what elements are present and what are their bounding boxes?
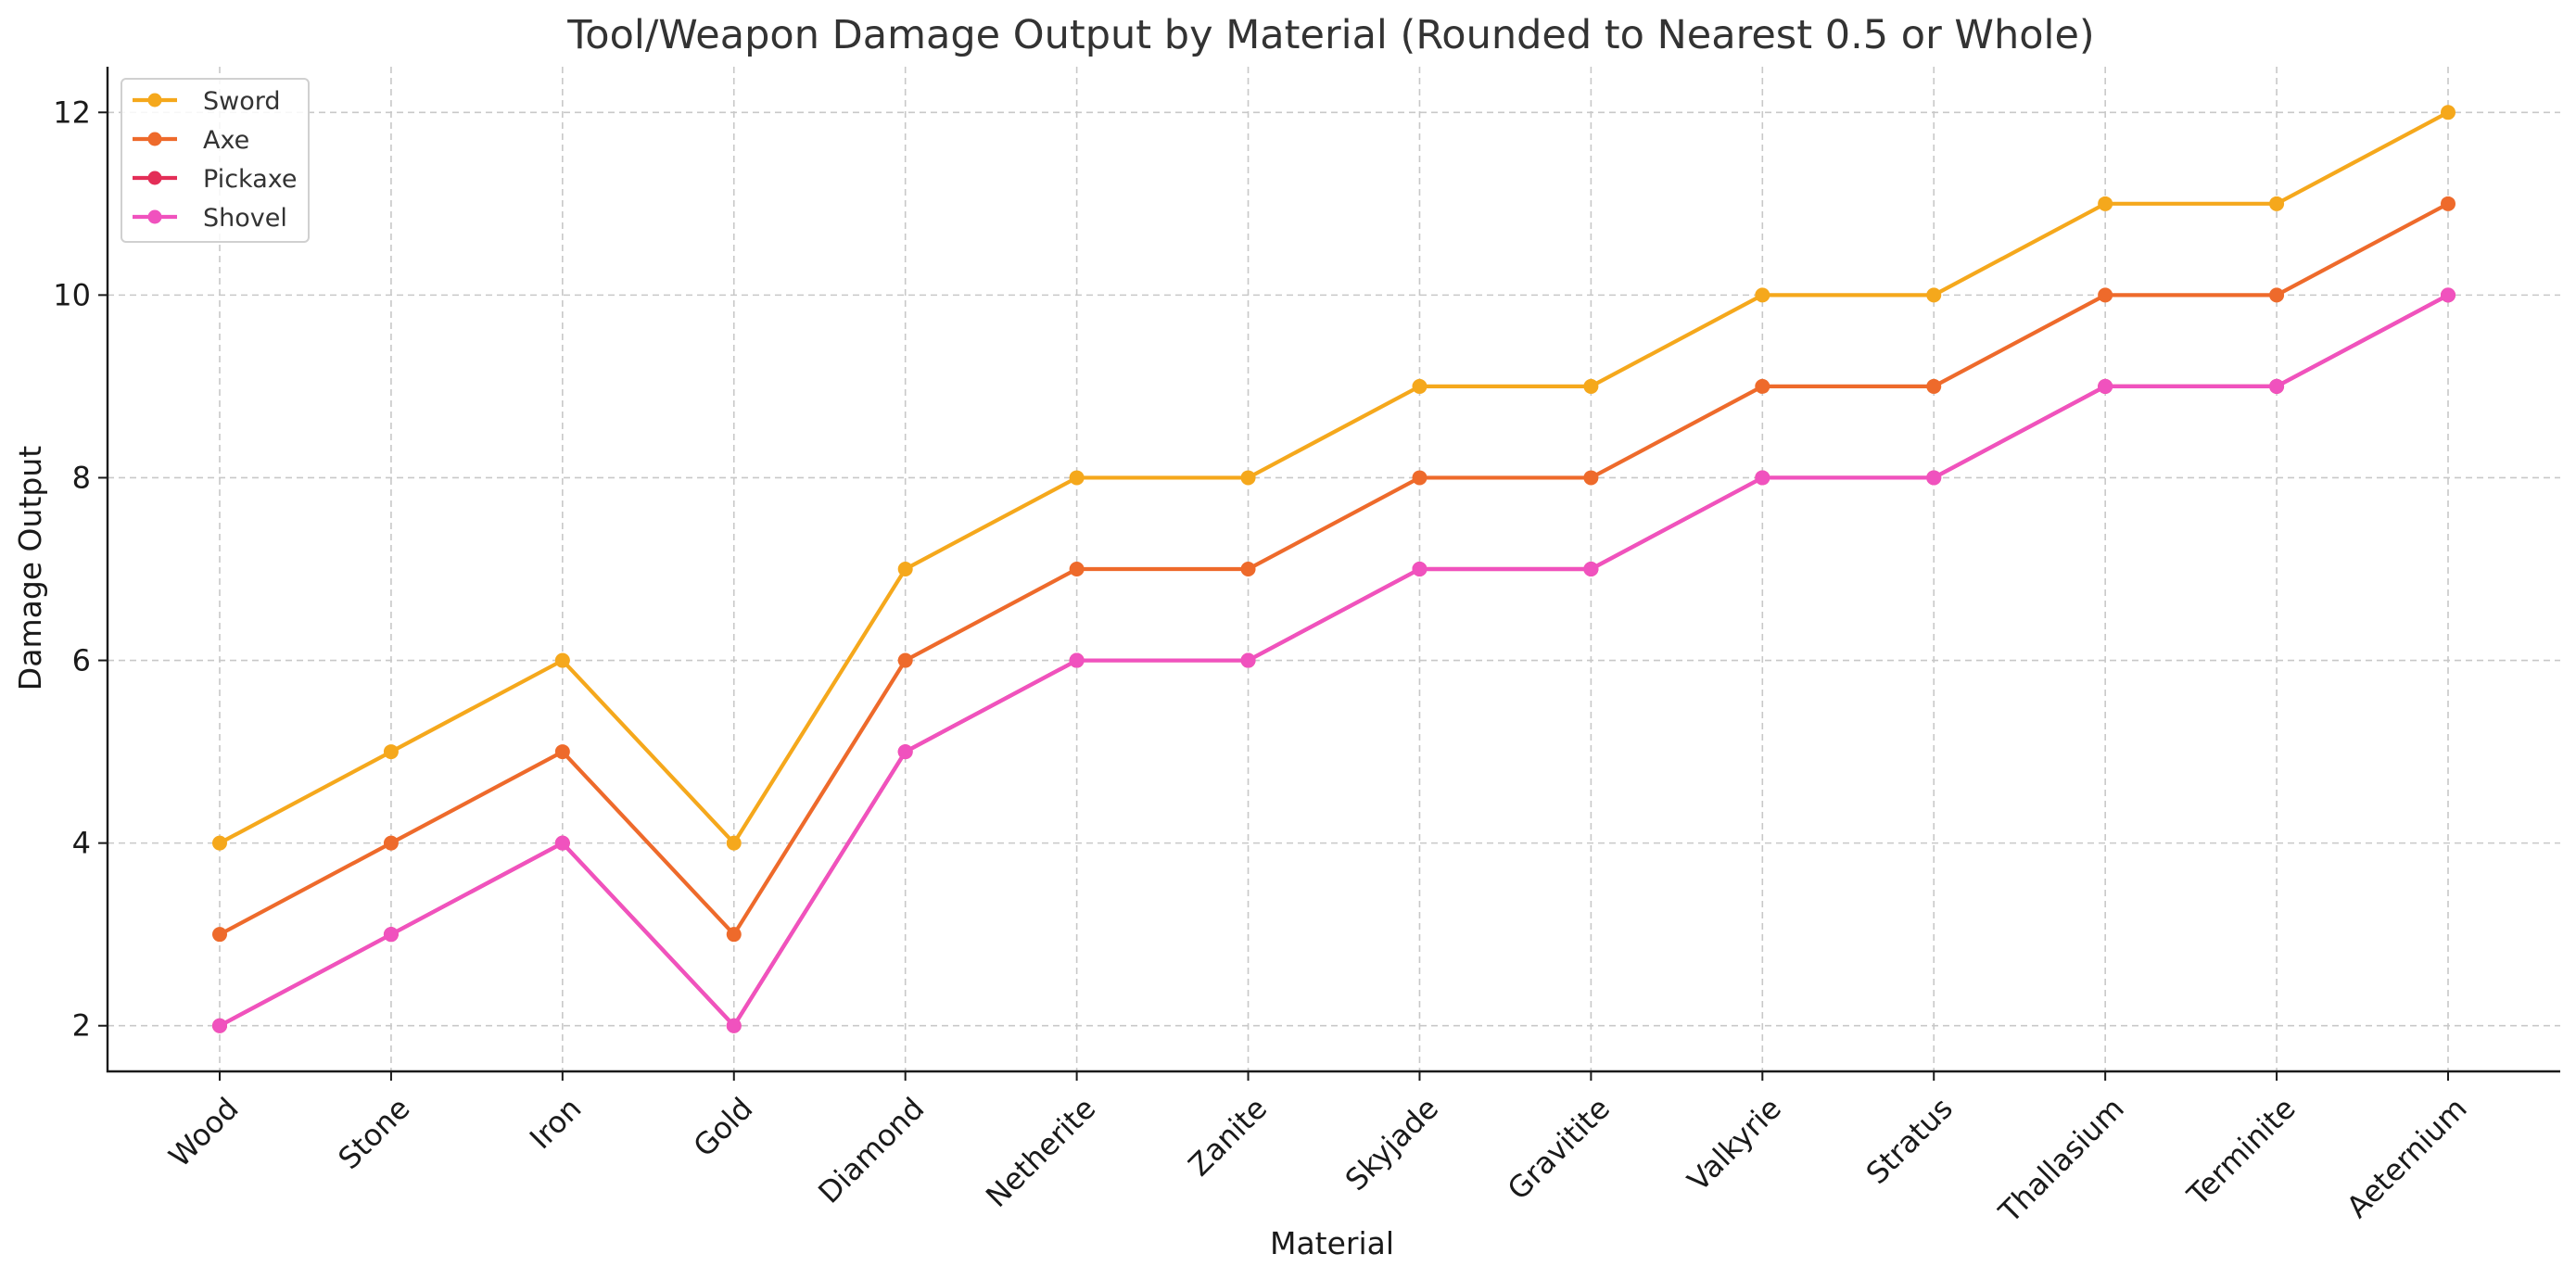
axis-spines: [106, 67, 2560, 1073]
data-point-sword: [1069, 470, 1085, 486]
data-point-shovel: [1926, 470, 1942, 486]
x-tick-label: Wood: [162, 1091, 246, 1174]
data-point-axe: [1755, 378, 1770, 394]
x-tick-label: Terminite: [2180, 1091, 2303, 1213]
legend-swatch-marker: [147, 171, 162, 185]
x-axis-label: Material: [1270, 1225, 1394, 1261]
legend: Sword Axe Pickaxe Shovel: [121, 78, 310, 243]
y-tick-label: 4: [72, 826, 91, 861]
data-point-sword: [383, 744, 399, 760]
series-line-axe: [219, 201, 2449, 937]
x-tick-label: Gravitite: [1501, 1091, 1617, 1207]
data-point-sword: [2441, 105, 2455, 120]
data-point-axe: [212, 927, 227, 943]
data-point-sword: [212, 835, 227, 851]
data-point-shovel: [726, 1018, 742, 1033]
data-point-sword: [2269, 196, 2285, 211]
data-point-axe: [2098, 287, 2113, 303]
x-tick-label: Aeternium: [2340, 1091, 2474, 1225]
x-tick-label: Stratus: [1859, 1091, 1960, 1191]
data-point-sword: [1240, 470, 1256, 486]
y-tick-label: 6: [72, 643, 91, 678]
x-tick-label: Thallasium: [1991, 1091, 2131, 1231]
data-point-sword: [897, 562, 913, 576]
y-tick-label: 10: [53, 277, 91, 312]
data-point-axe: [1069, 562, 1085, 576]
x-tick-label: Diamond: [811, 1091, 931, 1210]
data-point-sword: [1755, 287, 1770, 303]
data-point-shovel: [2441, 287, 2455, 303]
series-line-shovel: [219, 293, 2449, 1028]
x-tick-label: Netherite: [979, 1091, 1102, 1214]
data-point-shovel: [2269, 378, 2285, 394]
data-point-shovel: [1412, 562, 1428, 576]
grid-layer: [108, 67, 2560, 1071]
data-point-shovel: [1069, 652, 1085, 668]
data-point-shovel: [1755, 470, 1770, 486]
data-point-shovel: [554, 835, 570, 851]
data-point-axe: [1583, 470, 1599, 486]
data-point-axe: [897, 652, 913, 668]
data-point-shovel: [2098, 378, 2113, 394]
x-tick-label: Stone: [331, 1091, 416, 1176]
data-point-shovel: [1583, 562, 1599, 576]
data-point-axe: [2441, 196, 2455, 211]
legend-label: Axe: [203, 126, 249, 155]
legend-swatch-marker: [147, 132, 162, 146]
data-point-sword: [726, 835, 742, 851]
data-point-sword: [1583, 378, 1599, 394]
data-point-axe: [1240, 562, 1256, 576]
data-point-axe: [554, 744, 570, 760]
y-axis-label: Damage Output: [12, 446, 48, 690]
data-point-shovel: [897, 744, 913, 760]
data-point-axe: [383, 835, 399, 851]
chart-title: Tool/Weapon Damage Output by Material (R…: [566, 12, 2094, 58]
legend-box: [121, 78, 310, 243]
data-point-shovel: [383, 927, 399, 943]
legend-swatch-marker: [147, 93, 162, 108]
data-point-axe: [726, 927, 742, 943]
x-tick-label: Zanite: [1182, 1091, 1275, 1184]
x-tick-label: Iron: [523, 1091, 589, 1157]
data-point-sword: [554, 652, 570, 668]
series-layer: [212, 105, 2455, 1033]
y-tick-label: 2: [72, 1008, 91, 1044]
data-point-axe: [2269, 287, 2285, 303]
x-tick-label: Skyjade: [1339, 1091, 1445, 1197]
legend-swatch-marker: [147, 209, 162, 224]
x-tick-label: Valkyrie: [1681, 1091, 1788, 1198]
data-point-shovel: [1240, 652, 1256, 668]
y-tick-label: 8: [72, 460, 91, 495]
legend-label: Sword: [203, 87, 281, 116]
data-point-sword: [2098, 196, 2113, 211]
x-tick-label: Gold: [687, 1091, 760, 1164]
axes-layer: [98, 67, 2560, 1081]
y-tick-label: 12: [53, 95, 91, 130]
data-point-sword: [1926, 287, 1942, 303]
data-point-axe: [1926, 378, 1942, 394]
series-line-sword: [219, 110, 2449, 845]
data-point-axe: [1412, 470, 1428, 486]
legend-label: Pickaxe: [203, 165, 298, 194]
data-point-shovel: [212, 1018, 227, 1033]
legend-label: Shovel: [203, 204, 287, 233]
labels-layer: Wood Stone Iron Gold Diamond Netherite Zanite S…: [53, 95, 2473, 1230]
data-point-sword: [1412, 378, 1428, 394]
